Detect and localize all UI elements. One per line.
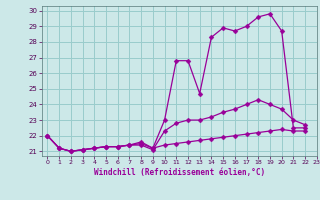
- X-axis label: Windchill (Refroidissement éolien,°C): Windchill (Refroidissement éolien,°C): [94, 168, 265, 177]
